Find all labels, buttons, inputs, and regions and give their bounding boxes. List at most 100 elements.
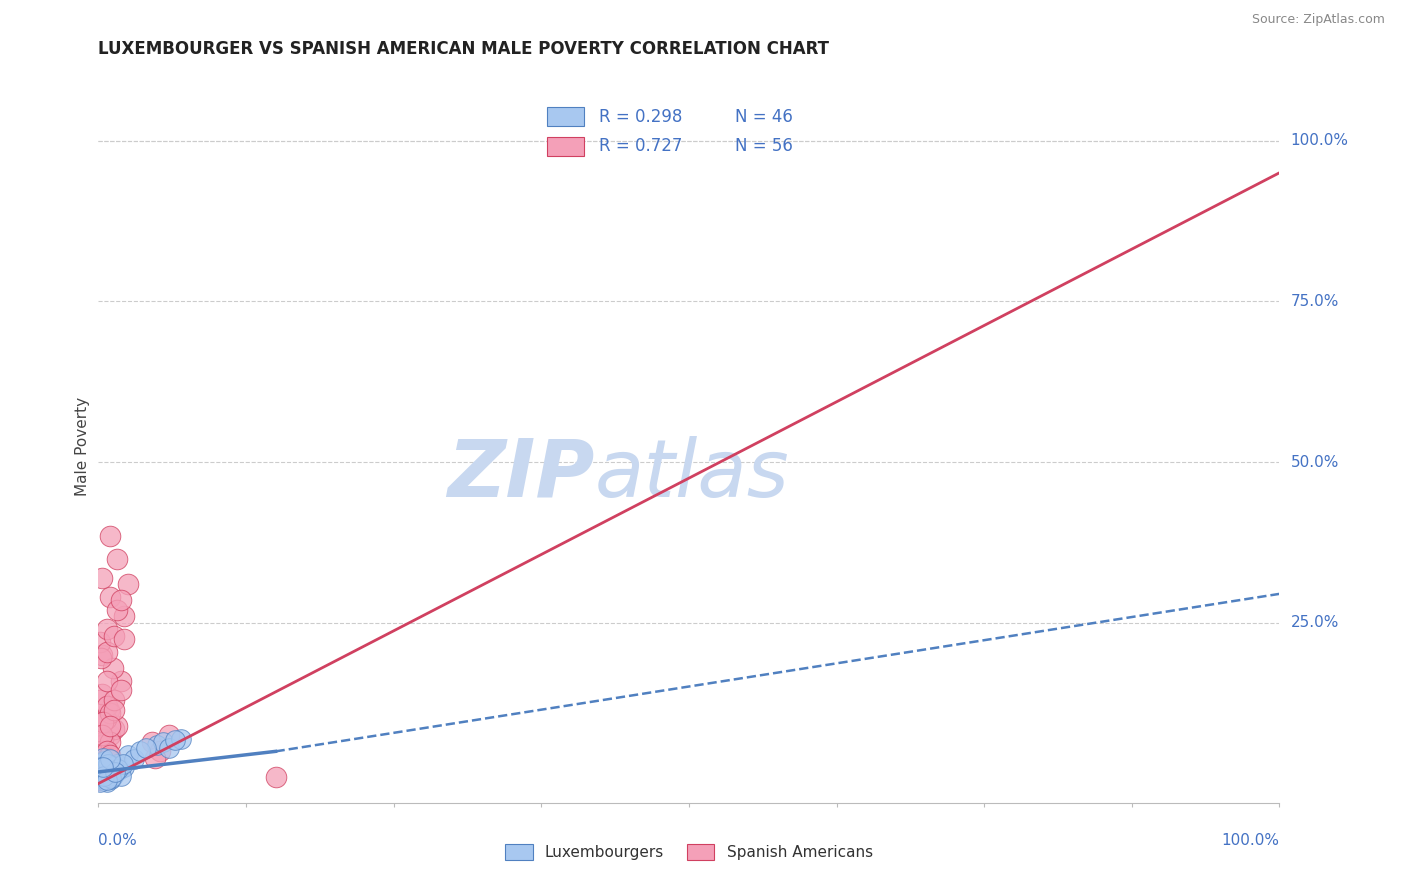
Point [96,751,118,765]
Point [93,754,115,768]
Point [96,645,118,659]
Point [103,722,125,736]
Point [98,590,121,604]
Point [264,770,287,784]
Point [91,686,114,700]
Point [105,551,128,566]
Point [101,769,124,783]
Point [170,731,193,746]
Point [90,773,112,788]
Text: 75.0%: 75.0% [1291,293,1339,309]
Point [96,744,118,758]
Point [157,741,180,756]
Point [98,752,121,766]
Point [157,728,180,742]
Text: R = 0.298: R = 0.298 [599,108,682,126]
Point [89,769,111,783]
Point [152,735,174,749]
Text: R = 0.727: R = 0.727 [599,137,682,155]
Point [90,744,112,758]
Point [98,728,121,742]
Point [108,763,131,777]
Point [103,702,125,716]
Point [91,757,114,772]
Point [104,764,127,779]
Point [89,760,111,774]
Point [141,735,163,749]
Point [91,738,114,752]
Point [91,751,114,765]
Text: atlas: atlas [595,435,789,514]
Point [135,741,157,756]
Bar [547,108,583,127]
Point [94,767,117,781]
Text: 25.0%: 25.0% [1291,615,1339,631]
Text: 0.0%: 0.0% [98,833,138,848]
Bar [547,137,583,156]
Text: 50.0%: 50.0% [1291,455,1339,469]
Text: LUXEMBOURGER VS SPANISH AMERICAN MALE POVERTY CORRELATION CHART: LUXEMBOURGER VS SPANISH AMERICAN MALE PO… [98,40,830,58]
Point [110,593,132,607]
Point [91,760,114,774]
Point [146,738,169,752]
Point [98,529,121,543]
Point [105,603,128,617]
Point [91,735,114,749]
Point [98,719,121,733]
Point [90,764,112,778]
Point [101,661,124,675]
Point [122,752,145,766]
Point [128,744,150,758]
Point [98,735,121,749]
Point [98,758,121,772]
Point [91,571,114,585]
Point [89,751,111,765]
Point [91,648,114,662]
Point [98,706,121,720]
Point [103,693,125,707]
Point [100,772,122,786]
Point [98,763,121,777]
Point [112,757,135,772]
Y-axis label: Male Poverty: Male Poverty [75,396,90,496]
Point [91,764,114,778]
Point [105,719,128,733]
Point [91,756,114,770]
Point [89,773,111,788]
Point [94,764,117,779]
Point [112,632,135,646]
Point [89,772,111,786]
Text: Source: ZipAtlas.com: Source: ZipAtlas.com [1251,13,1385,27]
Point [112,760,135,774]
Point [91,760,114,774]
Point [90,760,112,774]
Text: N = 46: N = 46 [735,108,793,126]
Point [100,772,122,786]
Point [90,712,112,726]
Point [105,757,128,772]
Text: N = 56: N = 56 [735,137,793,155]
Point [89,693,111,707]
Point [96,774,118,789]
Point [90,651,112,665]
Point [97,772,120,786]
Point [97,767,120,781]
Point [91,763,114,777]
Text: 100.0%: 100.0% [1222,833,1279,848]
Point [98,769,121,783]
Point [94,712,117,726]
Point [96,622,118,636]
Point [107,763,129,777]
Point [98,702,121,716]
Point [96,744,118,758]
Point [117,577,139,591]
Point [93,767,115,781]
Point [117,747,139,762]
Text: ZIP: ZIP [447,435,595,514]
Point [91,731,114,746]
Point [110,673,132,688]
Point [103,629,125,643]
Point [101,759,124,773]
Point [94,747,117,762]
Legend: Luxembourgers, Spanish Americans: Luxembourgers, Spanish Americans [499,838,879,866]
